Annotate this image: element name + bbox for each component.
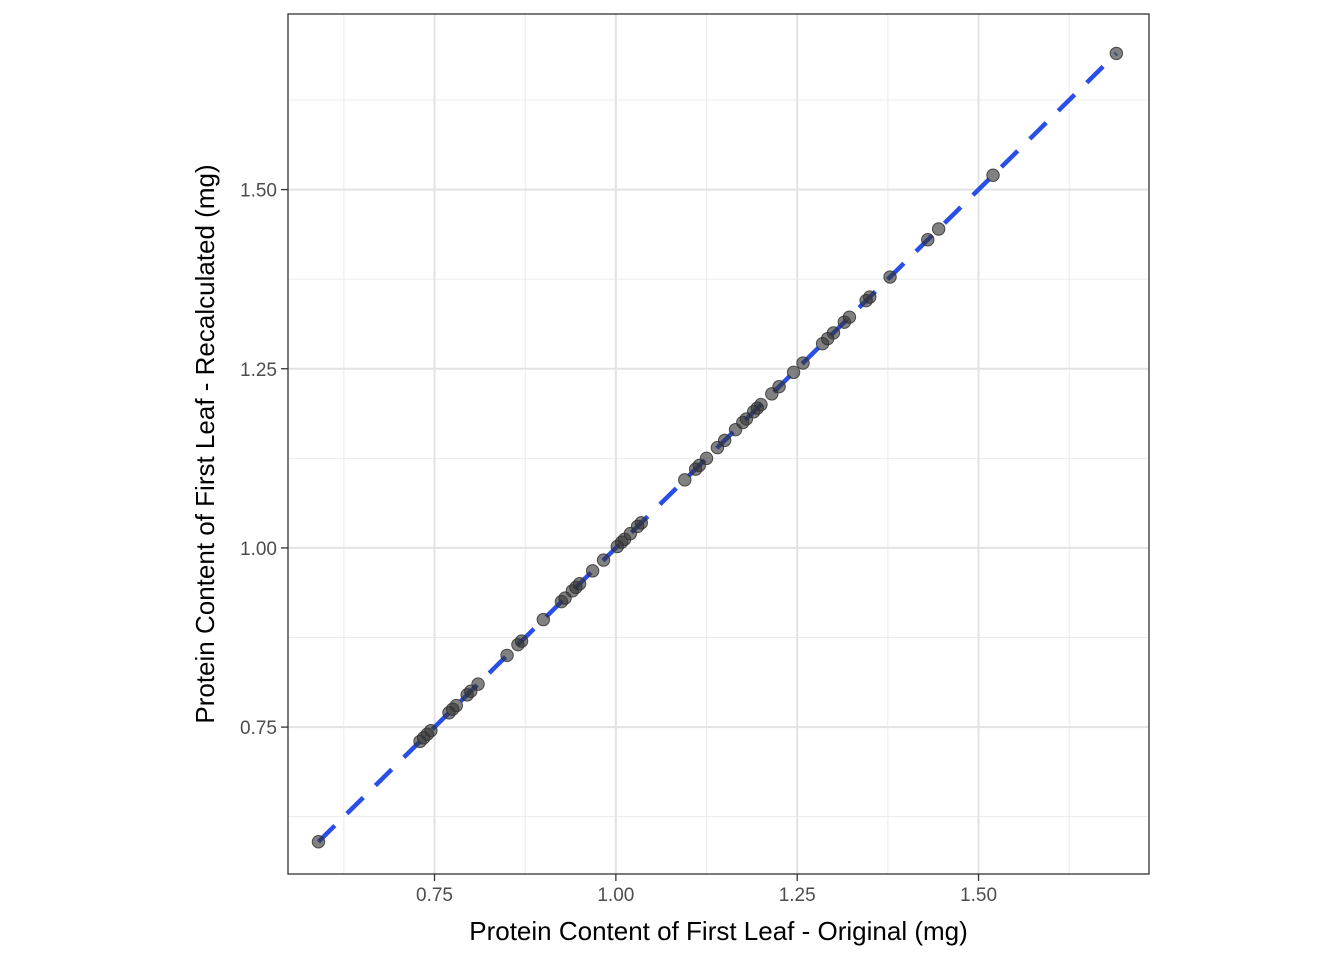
y-tick-label: 0.75: [240, 718, 277, 739]
x-tick-label: 1.00: [597, 885, 634, 906]
y-tick-label: 1.25: [240, 360, 277, 381]
minor-gridlines: [288, 14, 1149, 874]
data-point: [826, 326, 841, 340]
data-point: [1109, 46, 1124, 61]
data-points: [311, 46, 1124, 849]
x-axis-title: Protein Content of First Leaf - Original…: [469, 916, 968, 946]
data-point: [842, 310, 857, 324]
data-point: [921, 233, 935, 247]
data-point: [572, 577, 587, 591]
data-point: [931, 222, 946, 236]
data-point: [596, 553, 611, 567]
data-point: [634, 516, 648, 530]
x-axis-ticks: 0.75 1.00 1.25 1.50: [416, 874, 997, 906]
data-point: [514, 634, 529, 648]
y-tick-label: 1.00: [240, 539, 277, 560]
data-point: [500, 648, 514, 663]
y-axis-title: Protein Content of First Leaf - Recalcul…: [190, 164, 220, 723]
x-tick-label: 1.25: [779, 885, 816, 906]
y-tick-label: 1.50: [240, 181, 277, 202]
data-point: [424, 723, 438, 738]
data-point: [786, 365, 801, 380]
data-point: [449, 698, 463, 713]
x-tick-label: 1.50: [960, 885, 997, 906]
data-point: [883, 270, 897, 284]
data-point: [471, 677, 485, 691]
data-point: [536, 612, 551, 627]
data-point: [772, 379, 786, 394]
data-point: [585, 564, 600, 578]
data-point: [678, 473, 692, 487]
x-tick-label: 0.75: [416, 885, 453, 906]
data-point: [986, 168, 1000, 182]
data-point: [796, 356, 810, 370]
data-point: [863, 290, 877, 304]
plot-panel-border: [287, 13, 1150, 875]
data-point: [754, 397, 768, 412]
data-point: [311, 835, 326, 849]
y-axis-ticks: 0.75 1.00 1.25 1.50: [240, 181, 288, 739]
data-point: [717, 433, 732, 448]
data-point: [699, 451, 714, 466]
